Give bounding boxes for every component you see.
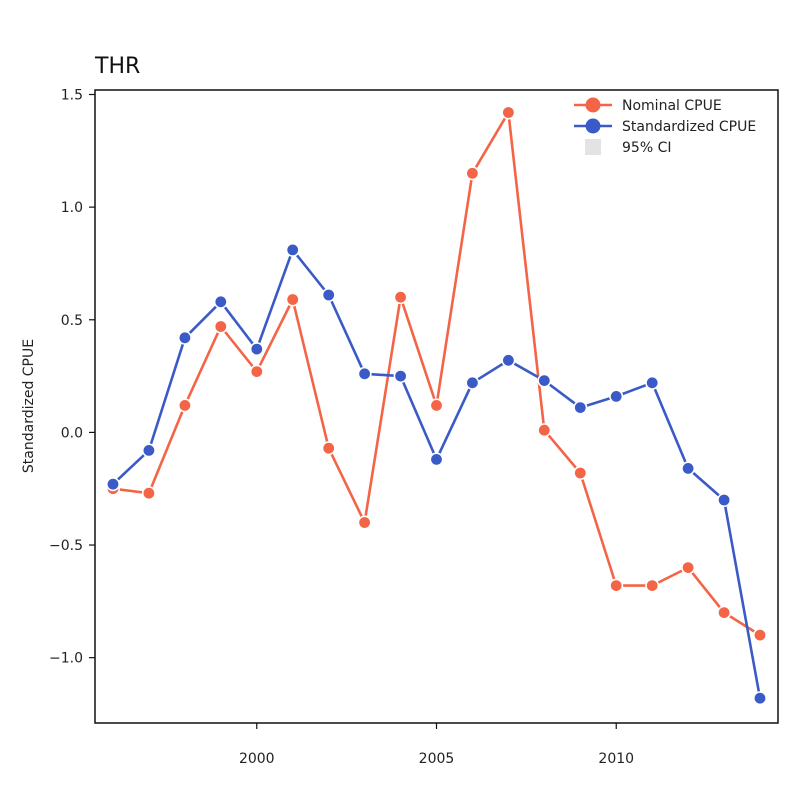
data-point	[213, 319, 228, 334]
legend-swatch	[585, 139, 601, 155]
y-tick-label: −1.0	[49, 651, 83, 667]
legend: Nominal CPUE Standardized CPUE 95% CI	[574, 97, 756, 156]
data-point	[645, 578, 660, 593]
axes-layer: −1.0 −0.5 0.0 0.5 1.0 1.5 2000 2005 2010	[49, 88, 634, 767]
data-point	[717, 492, 732, 507]
legend-label: Nominal CPUE	[622, 98, 722, 114]
data-point	[393, 369, 408, 384]
data-point	[357, 515, 372, 530]
data-point	[213, 294, 228, 309]
data-point	[249, 342, 264, 357]
data-point	[681, 560, 696, 575]
data-point	[177, 330, 192, 345]
data-point	[177, 398, 192, 413]
data-point	[285, 292, 300, 307]
data-point	[393, 290, 408, 305]
data-point	[321, 287, 336, 302]
series-line	[111, 248, 762, 700]
y-axis-label: Standardized CPUE	[21, 339, 37, 473]
data-point	[537, 423, 552, 438]
data-point	[501, 353, 516, 368]
data-point	[249, 364, 264, 379]
chart-title: THR	[94, 54, 140, 79]
series-nominal-cpue	[106, 105, 767, 643]
y-tick-label: 0.5	[61, 313, 83, 329]
x-tick-label: 2000	[239, 751, 275, 767]
data-point	[537, 373, 552, 388]
data-point	[465, 375, 480, 390]
data-point	[645, 375, 660, 390]
data-point	[609, 578, 624, 593]
data-point	[106, 477, 121, 492]
data-point	[609, 389, 624, 404]
data-point	[357, 366, 372, 381]
y-tick-label: 0.0	[61, 425, 83, 441]
data-point	[141, 443, 156, 458]
data-point	[321, 441, 336, 456]
series-layer	[106, 105, 767, 706]
series-standardized-cpue	[106, 242, 767, 706]
legend-label: 95% CI	[622, 140, 671, 156]
series-line	[111, 111, 762, 637]
data-point	[501, 105, 516, 120]
data-point	[285, 242, 300, 257]
y-tick-label: 1.5	[61, 88, 83, 104]
data-point	[429, 452, 444, 467]
data-point	[429, 398, 444, 413]
legend-label: Standardized CPUE	[622, 119, 756, 135]
x-tick-label: 2010	[598, 751, 634, 767]
data-point	[681, 461, 696, 476]
x-tick-label: 2005	[419, 751, 455, 767]
y-tick-label: −0.5	[49, 538, 83, 554]
legend-marker	[585, 97, 601, 113]
data-point	[717, 605, 732, 620]
data-point	[141, 486, 156, 501]
y-tick-label: 1.0	[61, 200, 83, 216]
data-point	[465, 166, 480, 181]
data-point	[752, 691, 767, 706]
data-point	[752, 628, 767, 643]
legend-marker	[585, 118, 601, 134]
data-point	[573, 465, 588, 480]
data-point	[573, 400, 588, 415]
